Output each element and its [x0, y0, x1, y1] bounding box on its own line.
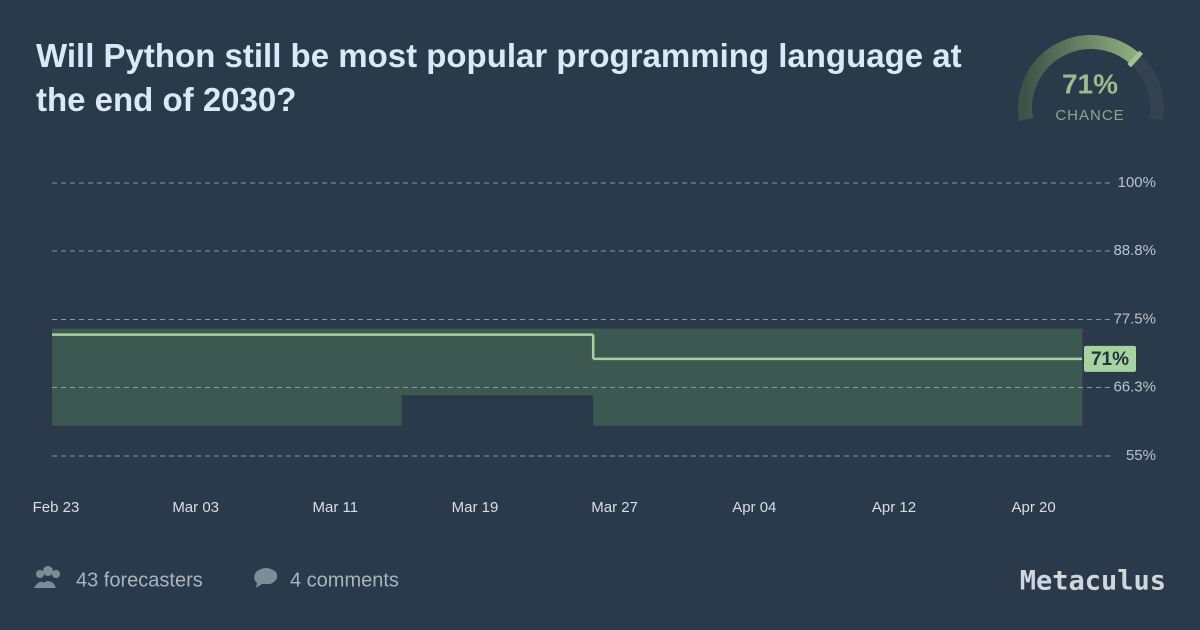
forecasters: 43 forecasters	[76, 569, 203, 591]
x-tick-label: Mar 27	[591, 499, 638, 516]
y-tick-label: 77.5%	[1113, 310, 1156, 327]
title: Will Python still be most popular progra…	[36, 37, 962, 118]
y-tick-label: 55%	[1126, 447, 1156, 464]
x-tick-label: Mar 03	[172, 499, 219, 516]
forecasters-icon	[34, 566, 60, 588]
current-label-box	[1084, 345, 1136, 372]
comments-icon	[254, 568, 278, 588]
x-tick-label: Apr 20	[1012, 499, 1056, 516]
y-tick-label: 66.3%	[1113, 378, 1156, 395]
x-tick-label: Mar 19	[452, 499, 499, 516]
gauge-fill	[1018, 35, 1140, 121]
x-tick-label: Apr 04	[732, 499, 776, 516]
comments: 4 comments	[290, 569, 399, 591]
x-tick-label: Feb 23	[33, 499, 80, 516]
brand: Metaculus	[1020, 566, 1166, 597]
chance-caption: CHANCE	[1055, 107, 1124, 124]
current-label: 71%	[1091, 349, 1129, 370]
y-tick-label: 100%	[1118, 174, 1156, 191]
uncertainty-band	[52, 328, 402, 426]
gauge-marker	[1127, 50, 1144, 68]
uncertainty-band	[401, 328, 594, 396]
chance-value: 71%	[1062, 68, 1118, 99]
y-tick-label: 88.8%	[1113, 242, 1156, 259]
uncertainty-band	[593, 328, 1083, 426]
x-tick-label: Apr 12	[872, 499, 916, 516]
x-tick-label: Mar 11	[313, 499, 359, 516]
